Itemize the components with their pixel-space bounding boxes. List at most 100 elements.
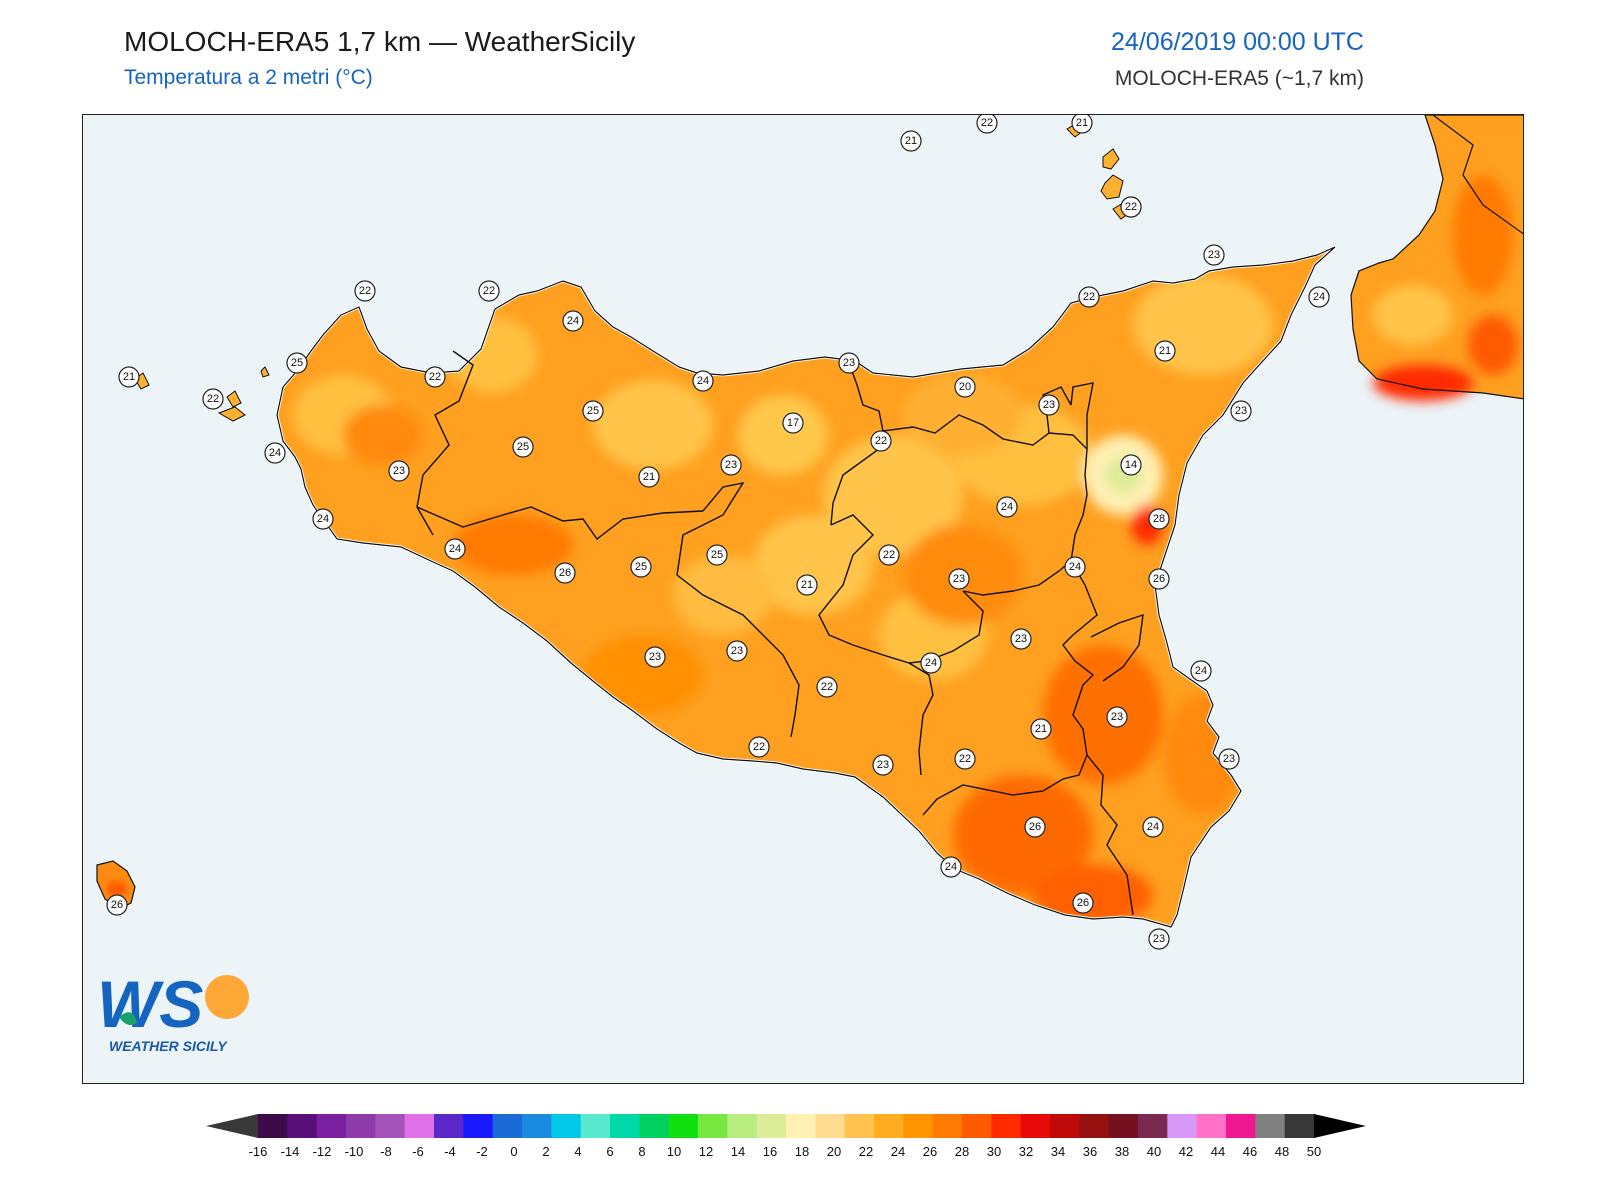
colorbar-swatch [1050, 1114, 1080, 1138]
station-marker-trapani: 25 [286, 352, 308, 374]
colorbar-swatch [1196, 1114, 1227, 1138]
station-value: 21 [801, 579, 813, 591]
station-marker-favignana-w: 21 [118, 366, 140, 388]
station-marker-gela: 23 [872, 754, 894, 776]
station-marker-nicosia: 22 [870, 430, 892, 452]
colorbar-swatch [1108, 1114, 1139, 1138]
station-marker-vittoria: 26 [1024, 816, 1046, 838]
temperature-map[interactable]: 21 22 21 22 22 23 22 22 24 21 22 25 22 24 23 24 25 25 21 24… [83, 115, 1524, 1084]
colorbar-tick-label: 6 [606, 1144, 613, 1159]
station-value: 23 [1015, 633, 1027, 645]
station-marker-siracusa: 23 [1218, 748, 1240, 770]
colorbar-tick-label: 50 [1307, 1144, 1321, 1159]
colorbar-swatch [815, 1114, 846, 1138]
station-marker-scoglitti: 24 [940, 856, 962, 878]
station-marker-lercara: 23 [720, 454, 742, 476]
colorbar-svg: -16 -14 -12 -10 -8 -6 -4 -2 0 2 4 6 8 10 12 14 16 18 20 22 2… [206, 1114, 1366, 1159]
station-marker-erice: 22 [424, 366, 446, 388]
station-marker-caltagirone-n: 23 [1010, 628, 1032, 650]
colorbar-tick-label: 4 [574, 1144, 581, 1159]
station-marker-randazzo: 23 [1038, 394, 1060, 416]
station-marker-trapani-north: 22 [354, 280, 376, 302]
station-value: 24 [1001, 501, 1013, 513]
colorbar-min-arrow [206, 1114, 258, 1138]
station-marker-palermo-in: 25 [512, 436, 534, 458]
colorbar-swatch [698, 1114, 728, 1138]
station-value: 21 [1076, 117, 1088, 129]
station-marker-termini: 24 [692, 370, 714, 392]
station-value: 21 [1035, 723, 1047, 735]
station-value: 22 [483, 285, 495, 297]
station-marker-ribera: 26 [554, 562, 576, 584]
colorbar-swatch [1138, 1114, 1168, 1138]
colorbar-tick-label: -16 [249, 1144, 268, 1159]
station-value: 25 [635, 561, 647, 573]
station-value: 24 [567, 315, 579, 327]
colorbar-tick-label: 46 [1243, 1144, 1257, 1159]
station-value: 25 [711, 549, 723, 561]
colorbar-tick-label: -6 [412, 1144, 424, 1159]
colorbar-tick-label: 28 [955, 1144, 969, 1159]
colorbar-tick-label: -12 [313, 1144, 332, 1159]
colorbar-tick-label: 42 [1179, 1144, 1193, 1159]
colorbar-tick-label: 40 [1147, 1144, 1161, 1159]
station-value: 23 [877, 759, 889, 771]
station-marker-messina-strait: 23 [1203, 244, 1225, 266]
station-marker-corleone: 21 [638, 466, 660, 488]
colorbar-swatch [962, 1114, 992, 1138]
station-marker-capo-orlando: 22 [1078, 286, 1100, 308]
map-panel[interactable]: 21 22 21 22 22 23 22 22 24 21 22 25 22 24 23 24 25 25 21 24… [82, 114, 1524, 1084]
station-value: 22 [821, 681, 833, 693]
forecast-datetime: 24/06/2019 00:00 UTC [1111, 28, 1364, 56]
station-marker-capo-gallo: 24 [562, 310, 584, 332]
station-value: 20 [959, 381, 971, 393]
colorbar-swatch [727, 1114, 758, 1138]
station-value: 28 [1153, 513, 1165, 525]
station-marker-licata-in: 22 [816, 676, 838, 698]
colorbar-swatch [1255, 1114, 1286, 1138]
colorbar-tick-label: 8 [638, 1144, 645, 1159]
station-marker-bivona: 25 [630, 556, 652, 578]
colorbar-swatches [206, 1114, 1366, 1138]
colorbar-tick-label: 48 [1275, 1144, 1289, 1159]
colorbar-swatch [991, 1114, 1022, 1138]
colorbar-swatch [580, 1114, 611, 1138]
colorbar-tick-label: 44 [1211, 1144, 1225, 1159]
station-value: 24 [945, 861, 957, 873]
station-value: 23 [1153, 933, 1165, 945]
station-marker-nebrodi: 20 [954, 376, 976, 398]
station-value: 22 [883, 549, 895, 561]
station-value: 23 [1223, 753, 1235, 765]
station-value: 23 [393, 465, 405, 477]
colorbar-tick-label: 34 [1051, 1144, 1065, 1159]
station-marker-madonie: 17 [782, 412, 804, 434]
colorbar-swatch [610, 1114, 640, 1138]
map-subtitle: Temperatura a 2 metri (°C) [124, 66, 373, 89]
colorbar-tick-label: -14 [281, 1144, 300, 1159]
station-value: 25 [291, 357, 303, 369]
station-value: 22 [207, 393, 219, 405]
colorbar-tick-label: 12 [699, 1144, 713, 1159]
colorbar-tick-label: 10 [667, 1144, 681, 1159]
colorbar-swatch [932, 1114, 963, 1138]
station-value: 23 [649, 651, 661, 663]
colorbar-tick-label: 32 [1019, 1144, 1033, 1159]
colorbar-labels: -16 -14 -12 -10 -8 -6 -4 -2 0 2 4 6 8 10 12 14 16 18 20 22 2… [249, 1144, 1322, 1159]
colorbar-swatch [1167, 1114, 1198, 1138]
station-marker-leonforte: 23 [948, 568, 970, 590]
station-value: 21 [1159, 345, 1171, 357]
station-marker-pantelleria: 26 [106, 894, 128, 916]
station-value: 23 [953, 573, 965, 585]
station-marker-caltanissetta: 21 [796, 574, 818, 596]
station-marker-san-vito: 22 [478, 280, 500, 302]
station-marker-caltagirone: 21 [1030, 718, 1052, 740]
station-value: 23 [843, 357, 855, 369]
colorbar-max-arrow [1314, 1114, 1366, 1138]
station-marker-cammarata: 25 [706, 544, 728, 566]
colorbar-swatch [1284, 1114, 1315, 1138]
model-label: MOLOCH-ERA5 (~1,7 km) [1114, 67, 1364, 90]
station-marker-marsala: 23 [388, 460, 410, 482]
colorbar-swatch [1079, 1114, 1110, 1138]
station-value: 24 [697, 375, 709, 387]
station-value: 26 [559, 567, 571, 579]
